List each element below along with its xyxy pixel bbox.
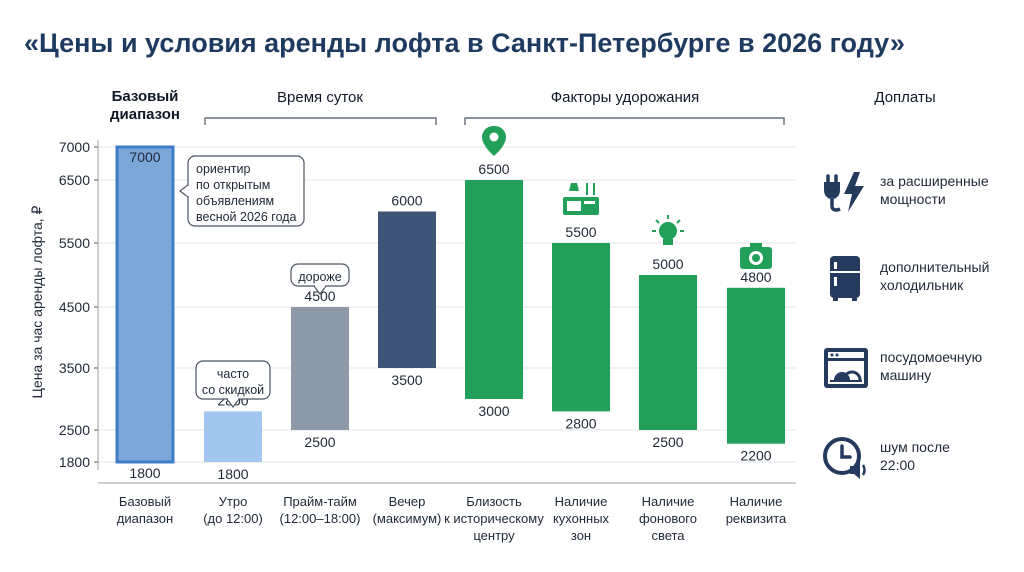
surcharge-item: шум после 22:00 bbox=[822, 434, 1022, 490]
bar-3 bbox=[291, 307, 349, 430]
x-category-label: Прайм-тайм bbox=[283, 494, 357, 509]
annotation-text: по открытым bbox=[196, 178, 270, 192]
bar-high-label: 6000 bbox=[391, 193, 422, 209]
bar-high-label: 6500 bbox=[478, 161, 509, 177]
bar-low-label: 2500 bbox=[304, 434, 335, 450]
surcharge-label: дополнительный холодильник bbox=[880, 258, 1020, 294]
surcharge-label: посудомоечную машину bbox=[880, 348, 1020, 384]
bar-8 bbox=[727, 287, 785, 444]
surcharge-item: за расширенные мощности bbox=[822, 168, 1022, 224]
annotation-text: со скидкой bbox=[202, 383, 264, 397]
bar-high-label: 5500 bbox=[565, 224, 596, 240]
surcharge-label-line: 22:00 bbox=[880, 457, 916, 473]
surcharge-label-line: шум после bbox=[880, 439, 950, 455]
x-category-label: кухонных bbox=[553, 511, 610, 526]
x-category-label: центру bbox=[473, 528, 515, 543]
bar-high-label: 7000 bbox=[129, 149, 160, 165]
bar-low-label: 1800 bbox=[129, 465, 160, 481]
bar-high-label: 4500 bbox=[304, 288, 335, 304]
clock-sound-icon bbox=[822, 434, 870, 482]
surcharge-label-line: посудомоечную bbox=[880, 349, 983, 365]
x-category-label: Вечер bbox=[389, 494, 426, 509]
x-category-label: света bbox=[651, 528, 685, 543]
bar-high-label: 4800 bbox=[740, 269, 771, 285]
group-label-factors: Факторы удорожания bbox=[551, 89, 700, 106]
x-category-label: диапазон bbox=[117, 511, 173, 526]
bar-6 bbox=[552, 243, 610, 412]
x-category-label: Наличие bbox=[555, 494, 608, 509]
y-tick-label: 6500 bbox=[59, 172, 90, 188]
annotation-text: ориентир bbox=[196, 162, 250, 176]
bracket-time bbox=[204, 117, 437, 125]
bar-low-label: 3500 bbox=[391, 372, 422, 388]
x-category-label: Наличие bbox=[730, 494, 783, 509]
group-label-surcharges: Доплаты bbox=[874, 89, 935, 106]
bar-5 bbox=[465, 180, 523, 399]
bar-low-label: 1800 bbox=[217, 466, 248, 482]
location-pin-icon bbox=[482, 126, 506, 156]
bar-low-label: 2800 bbox=[565, 415, 596, 431]
x-category-label: реквизита bbox=[726, 511, 787, 526]
x-category-label: зон bbox=[571, 528, 591, 543]
surcharge-label: шум после 22:00 bbox=[880, 438, 1020, 474]
bar-low-label: 3000 bbox=[478, 403, 509, 419]
surcharge-label-line: дополнительный bbox=[880, 259, 990, 275]
annotation-callout: дороже bbox=[290, 263, 350, 295]
group-label-base: диапазон bbox=[110, 106, 180, 123]
bar-7 bbox=[639, 275, 697, 430]
x-category-label: Утро bbox=[219, 494, 248, 509]
bar-high-label: 5000 bbox=[652, 256, 683, 272]
bar-4 bbox=[378, 211, 436, 368]
group-label-time: Время суток bbox=[277, 89, 363, 106]
annotation-text: часто bbox=[217, 367, 249, 381]
x-category-label: Близость bbox=[466, 494, 522, 509]
x-category-label: Наличие bbox=[642, 494, 695, 509]
x-category-label: (максимум) bbox=[373, 511, 442, 526]
y-tick-label: 2500 bbox=[59, 422, 90, 438]
surcharge-label-line: мощности bbox=[880, 191, 946, 207]
y-tick-label: 3500 bbox=[59, 360, 90, 376]
surcharge-item: посудомоечную машину bbox=[822, 344, 1022, 400]
x-category-label: фонового bbox=[639, 511, 697, 526]
annotation-callout: часто со скидкой bbox=[195, 360, 271, 408]
bar-low-label: 2500 bbox=[652, 434, 683, 450]
annotation-text: весной 2026 года bbox=[196, 210, 297, 224]
annotation-text: дороже bbox=[298, 270, 341, 284]
y-axis-label: Цена за час аренды лофта, ₽ bbox=[29, 205, 45, 398]
surcharge-label-line: холодильник bbox=[880, 277, 964, 293]
light-bulb-icon bbox=[652, 215, 684, 245]
surcharge-label: за расширенные мощности bbox=[880, 172, 1020, 208]
x-category-label: к историческому bbox=[444, 511, 544, 526]
surcharge-item: дополнительный холодильник bbox=[822, 254, 1022, 310]
y-tick-label: 7000 bbox=[59, 139, 90, 155]
x-category-label: Базовый bbox=[119, 494, 171, 509]
surcharge-label-line: за расширенные bbox=[880, 173, 989, 189]
bar-low-label: 2200 bbox=[740, 448, 771, 464]
annotation-text: объявлениям bbox=[196, 194, 274, 208]
refrigerator-icon bbox=[822, 254, 870, 302]
plug-lightning-icon bbox=[822, 168, 870, 216]
page-title: «Цены и условия аренды лофта в Санкт-Пет… bbox=[24, 28, 905, 58]
y-tick-label: 1800 bbox=[59, 454, 90, 470]
bar-1 bbox=[115, 145, 175, 464]
dishwasher-icon bbox=[822, 344, 870, 392]
surcharge-label-line: машину bbox=[880, 367, 932, 383]
annotation-callout: ориентир по открытым объявлениям весной 202… bbox=[179, 155, 305, 227]
group-label-base: Базовый bbox=[112, 88, 179, 105]
kitchen-icon bbox=[563, 183, 599, 215]
bar-2 bbox=[204, 411, 262, 462]
y-tick-label: 5500 bbox=[59, 235, 90, 251]
x-category-label: (12:00–18:00) bbox=[280, 511, 361, 526]
x-category-label: (до 12:00) bbox=[203, 511, 263, 526]
camera-icon bbox=[740, 243, 772, 269]
bracket-factors bbox=[464, 117, 785, 125]
y-tick-label: 4500 bbox=[59, 299, 90, 315]
